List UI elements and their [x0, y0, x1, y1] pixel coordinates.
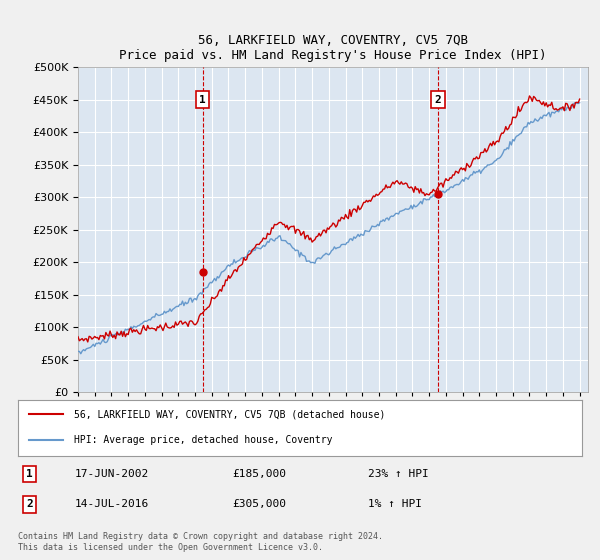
Text: 14-JUL-2016: 14-JUL-2016	[74, 499, 149, 509]
Text: 23% ↑ HPI: 23% ↑ HPI	[368, 469, 428, 479]
Title: 56, LARKFIELD WAY, COVENTRY, CV5 7QB
Price paid vs. HM Land Registry's House Pri: 56, LARKFIELD WAY, COVENTRY, CV5 7QB Pri…	[119, 34, 547, 62]
Text: 2: 2	[435, 95, 442, 105]
Text: 1: 1	[199, 95, 206, 105]
Text: £305,000: £305,000	[232, 499, 286, 509]
Text: Contains HM Land Registry data © Crown copyright and database right 2024.: Contains HM Land Registry data © Crown c…	[18, 532, 383, 541]
Text: 56, LARKFIELD WAY, COVENTRY, CV5 7QB (detached house): 56, LARKFIELD WAY, COVENTRY, CV5 7QB (de…	[74, 409, 386, 419]
Text: This data is licensed under the Open Government Licence v3.0.: This data is licensed under the Open Gov…	[18, 543, 323, 552]
Text: 1: 1	[26, 469, 32, 479]
Text: HPI: Average price, detached house, Coventry: HPI: Average price, detached house, Cove…	[74, 435, 333, 445]
Text: 17-JUN-2002: 17-JUN-2002	[74, 469, 149, 479]
Text: 2: 2	[26, 499, 32, 509]
Text: 1% ↑ HPI: 1% ↑ HPI	[368, 499, 422, 509]
Text: £185,000: £185,000	[232, 469, 286, 479]
